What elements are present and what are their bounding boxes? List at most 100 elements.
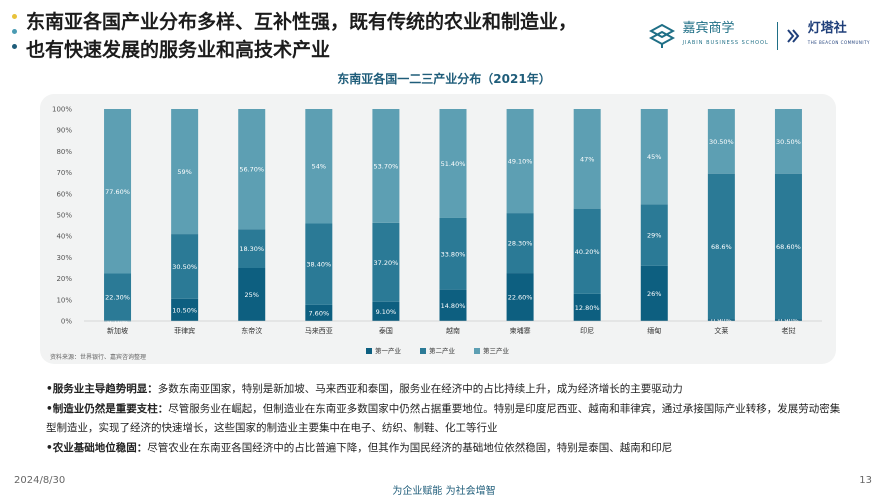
- bar-segment: [372, 222, 400, 302]
- data-label: 29%: [647, 232, 661, 240]
- bar-segment: [171, 234, 199, 299]
- y-tick-label: 40%: [56, 233, 72, 241]
- data-label: 53.70%: [374, 162, 399, 170]
- data-label: 45%: [647, 153, 661, 161]
- chart-title: 东南亚各国一二三产业分布（2021年）: [337, 72, 551, 86]
- bar-segment: [573, 293, 601, 321]
- title-bullets: [12, 14, 18, 59]
- bar-segment: [640, 265, 668, 321]
- bar-segment: [238, 229, 266, 268]
- bar-segment: [372, 109, 400, 223]
- x-category-label: 越南: [446, 326, 460, 335]
- bar-segment: [774, 109, 802, 174]
- y-tick-label: 50%: [56, 212, 72, 220]
- beacon-logo-name: 灯塔社: [807, 21, 847, 36]
- bar-segment: [774, 319, 802, 321]
- data-label: 77.60%: [105, 188, 130, 196]
- x-category-label: 菲律宾: [174, 326, 195, 335]
- bar-segment: [640, 109, 668, 205]
- data-label: 10.50%: [172, 306, 197, 314]
- data-label: 56.70%: [239, 166, 264, 174]
- data-label: 22.30%: [105, 294, 130, 302]
- legend-label: 第三产业: [483, 346, 510, 355]
- beacon-logo-icon: [786, 29, 800, 43]
- data-label: 0.90%: [778, 317, 799, 325]
- bar-segment: [305, 304, 333, 321]
- data-label: 30.50%: [709, 138, 734, 146]
- jiabin-logo-name: 嘉宾商学: [682, 21, 735, 36]
- key-point-3-head: •农业基础地位稳固：: [46, 441, 148, 454]
- key-point-2-head: •制造业仍然是重要支柱：: [46, 402, 169, 415]
- y-tick-label: 30%: [56, 254, 72, 262]
- bar-segment: [439, 289, 467, 321]
- data-label: 22.60%: [508, 294, 533, 302]
- bullet-dot-2: [12, 29, 17, 34]
- bar-segment: [506, 213, 534, 274]
- bar-segment: [573, 109, 601, 209]
- page-number: 13: [859, 475, 872, 486]
- bar-segment: [774, 173, 802, 320]
- jiabin-logo-text: 嘉宾商学 JIABIN BUSINESS SCHOOL: [683, 22, 769, 50]
- x-category-label: 泰国: [379, 326, 393, 335]
- data-label: 7.60%: [308, 309, 329, 317]
- x-category-label: 缅甸: [647, 326, 661, 335]
- x-category-label: 马来西亚: [305, 327, 333, 335]
- data-label: 59%: [177, 168, 191, 176]
- y-tick-label: 10%: [56, 296, 72, 304]
- key-point-1-text: 多数东南亚国家，特别是新加坡、马来西亚和泰国，服务业在经济中的占比持续上升，成为…: [157, 383, 683, 395]
- data-label: 30.50%: [776, 138, 801, 146]
- beacon-logo-text: 灯塔社 THE BEACON COMMUNITY: [808, 22, 870, 50]
- jiabin-logo-sub: JIABIN BUSINESS SCHOOL: [682, 40, 769, 46]
- data-label: 0.10%: [107, 317, 128, 325]
- x-category-label: 东帝汶: [241, 326, 262, 335]
- x-category-label: 柬埔寨: [510, 326, 531, 335]
- bar-segment: [506, 273, 534, 321]
- data-label: 25%: [245, 291, 259, 299]
- legend-label: 第一产业: [375, 346, 402, 355]
- x-category-label: 印尼: [580, 327, 594, 335]
- data-label: 54%: [312, 163, 326, 171]
- legend-label: 第二产业: [429, 346, 456, 355]
- data-label: 68.6%: [711, 243, 732, 251]
- logo-divider: [776, 22, 778, 50]
- data-label: 37.20%: [374, 259, 399, 267]
- data-label: 18.30%: [239, 245, 264, 253]
- key-point-1: •服务业主导趋势明显：多数东南亚国家，特别是新加坡、马来西亚和泰国，服务业在经济…: [46, 380, 846, 400]
- bar-segment: [707, 109, 735, 174]
- data-label: 38.40%: [306, 261, 331, 269]
- data-label: 40.20%: [575, 248, 600, 256]
- data-label: 47%: [580, 155, 594, 163]
- bar-segment: [238, 109, 266, 230]
- data-label: 12.80%: [575, 304, 600, 312]
- chart-source: 资料来源：世界银行、嘉宾咨询整理: [50, 354, 147, 361]
- y-tick-label: 90%: [56, 127, 72, 135]
- data-label: 49.10%: [508, 158, 533, 166]
- bar-segment: [104, 109, 132, 274]
- legend-swatch: [474, 348, 480, 354]
- y-tick-label: 80%: [56, 148, 72, 156]
- y-tick-label: 20%: [56, 275, 72, 283]
- bar-segment: [372, 301, 400, 321]
- data-label: 68.60%: [776, 243, 801, 251]
- key-point-3: •农业基础地位稳固：尽管农业在东南亚各国经济中的占比普遍下降，但其作为国民经济的…: [46, 439, 846, 459]
- data-label: 14.80%: [441, 302, 466, 310]
- legend-swatch: [366, 348, 372, 354]
- legend-swatch: [420, 348, 426, 354]
- bar-segment: [707, 173, 735, 320]
- data-label: 51.40%: [441, 160, 466, 168]
- data-label: 26%: [647, 290, 661, 298]
- bar-segment: [171, 109, 199, 235]
- bar-segment: [506, 109, 534, 214]
- data-label: 33.80%: [441, 250, 466, 258]
- y-tick-label: 0%: [61, 318, 72, 326]
- y-tick-label: 60%: [56, 190, 72, 198]
- x-category-label: 文莱: [714, 326, 728, 335]
- footer-date: 2024/8/30: [14, 475, 66, 486]
- page-title-line-2: 也有快速发展的服务业和高技术产业: [26, 39, 331, 61]
- page-title-line-1: 东南亚各国产业分布多样、互补性强，既有传统的农业和制造业，: [26, 11, 578, 33]
- x-category-label: 新加坡: [107, 326, 128, 335]
- bar-segment: [439, 109, 467, 218]
- key-point-2: •制造业仍然是重要支柱：尽管服务业在崛起，但制造业在东南亚多数国家中仍然占据重要…: [46, 400, 846, 439]
- logo-area: 嘉宾商学 JIABIN BUSINESS SCHOOL 灯塔社 THE BEAC…: [648, 16, 871, 56]
